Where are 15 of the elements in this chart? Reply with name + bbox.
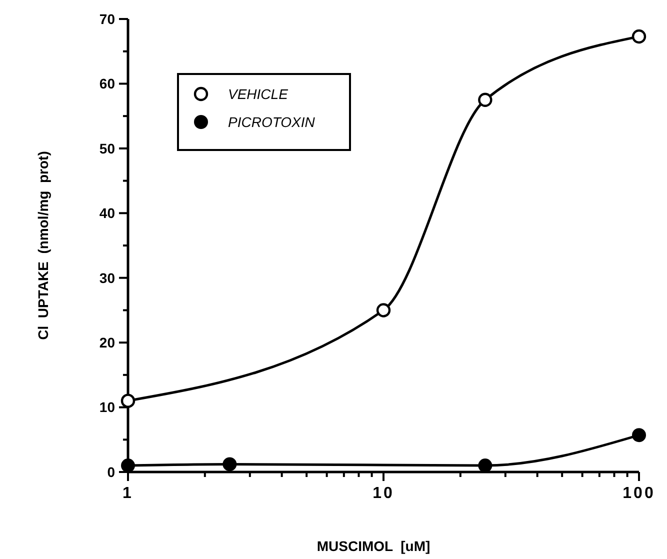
x-tick-label: 100 [622,485,656,502]
y-tick-label: 30 [99,270,116,286]
y-tick-label: 40 [99,205,116,222]
y-tick-label: 70 [99,10,116,27]
x-axis-title: MUSCIMOL [uM] [316,538,430,554]
x-tick-label: 10 [372,485,394,502]
legend-label: PICROTOXIN [228,114,316,130]
y-tick-label: 20 [99,334,116,350]
y-tick-label: 0 [107,464,116,480]
y-axis-title: Cl UPTAKE (nmol/mg prot) [35,151,51,340]
x-tick-label: 1 [122,485,134,502]
y-tick-label: 60 [99,76,116,92]
y-tick-label: 10 [99,399,116,416]
y-tick-label: 50 [99,140,116,156]
legend-label: VEHICLE [228,86,289,102]
